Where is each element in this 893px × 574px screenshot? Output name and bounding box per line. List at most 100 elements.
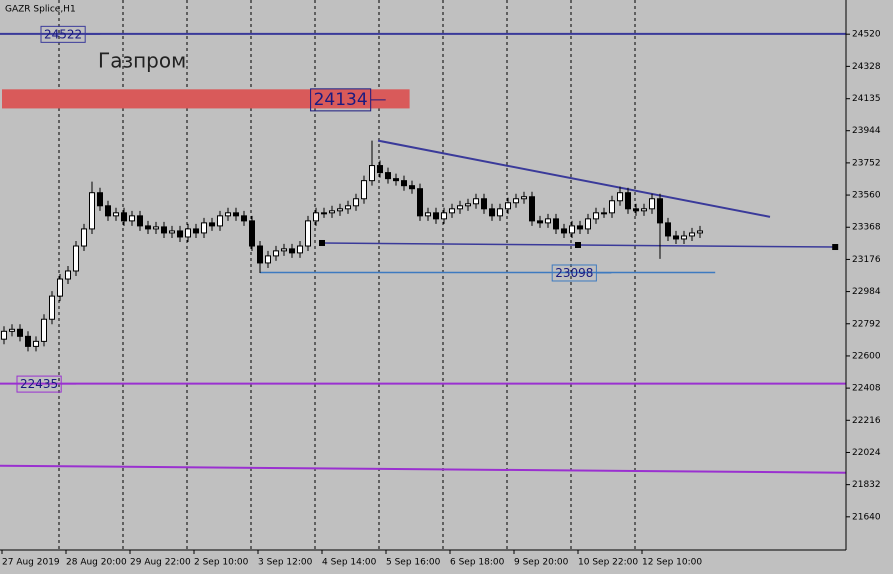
candle-body (257, 245, 263, 264)
candle-body (545, 218, 551, 224)
candle-body (313, 212, 319, 222)
candle-body (385, 172, 391, 180)
level-label: 22435 (20, 377, 58, 391)
candle-body (585, 218, 591, 230)
candle-body (209, 222, 215, 227)
x-tick-label: 10 Sep 22:00 (578, 558, 638, 568)
segment-label: 23098 (555, 266, 593, 280)
candle-body (241, 215, 247, 222)
candle-body (105, 205, 111, 217)
candle-body (65, 270, 71, 280)
candle-body (233, 212, 239, 217)
candle-body (321, 212, 327, 215)
candle-body (177, 230, 183, 238)
support-point (832, 244, 839, 251)
candle-body (369, 165, 375, 182)
candle-body (49, 295, 55, 320)
candle-body (641, 208, 647, 212)
candle-body (89, 192, 95, 230)
candle-body (17, 328, 23, 337)
y-tick-label: 22792 (852, 319, 881, 329)
annotation: Газпром (98, 49, 186, 73)
x-tick-label: 2 Sep 10:00 (194, 558, 249, 568)
x-tick-label: 6 Sep 18:00 (450, 558, 505, 568)
candle-body (697, 230, 703, 234)
candle-body (481, 198, 487, 210)
candle-body (169, 230, 175, 234)
candle-body (505, 202, 511, 210)
candle-body (609, 200, 615, 214)
candle-body (521, 196, 527, 200)
candle-body (553, 218, 559, 230)
candle-body (33, 340, 39, 347)
candle-body (529, 196, 535, 222)
y-tick-label: 21832 (852, 480, 881, 490)
candle-body (625, 192, 631, 210)
y-tick-label: 22024 (852, 448, 881, 458)
candle-body (353, 198, 359, 207)
candle-body (673, 235, 679, 240)
y-tick-label: 24520 (852, 30, 881, 40)
candle-body (561, 228, 567, 234)
candle-body (113, 212, 119, 217)
candle-body (57, 278, 63, 297)
candle-body (129, 215, 135, 222)
y-tick-label: 22216 (852, 416, 881, 426)
candle-body (161, 226, 167, 234)
y-tick-label: 23176 (852, 255, 881, 265)
candle-body (225, 212, 231, 217)
candle-body (81, 228, 87, 247)
candle-body (489, 208, 495, 217)
candle-body (473, 198, 479, 205)
candle-body (185, 228, 191, 238)
candle-body (665, 222, 671, 237)
candle-body (497, 208, 503, 217)
candle-body (1, 330, 7, 340)
candle-body (25, 335, 31, 347)
candle-body (377, 165, 383, 174)
candle-body (649, 198, 655, 210)
candle-body (569, 225, 575, 234)
support-point (319, 239, 325, 246)
candle-body (513, 198, 519, 204)
zone-label: 24134 (314, 90, 368, 110)
y-tick-label: 23752 (852, 158, 881, 168)
y-tick-label: 23368 (852, 223, 881, 233)
candle-body (137, 215, 143, 227)
y-tick-label: 24328 (852, 62, 881, 72)
x-tick-label: 27 Aug 2019 (2, 558, 60, 568)
candle-body (601, 212, 607, 215)
y-tick-label: 22408 (852, 384, 881, 394)
candle-body (361, 180, 367, 200)
candle-body (537, 220, 543, 224)
candle-body (457, 205, 463, 210)
y-tick-label: 23944 (852, 126, 881, 136)
candle-body (305, 220, 311, 247)
candle-body (297, 245, 303, 254)
candle-body (593, 212, 599, 220)
candle-body (689, 232, 695, 237)
x-tick-label: 29 Aug 22:00 (130, 558, 191, 568)
candle-body (145, 225, 151, 230)
x-tick-label: 12 Sep 10:00 (642, 558, 702, 568)
candle-body (441, 212, 447, 220)
candle-body (337, 208, 343, 212)
level-label: 24522 (44, 27, 82, 41)
x-tick-label: 4 Sep 14:00 (322, 558, 377, 568)
x-tick-label: 28 Aug 20:00 (66, 558, 127, 568)
y-tick-label: 24135 (852, 94, 881, 104)
candle-body (249, 220, 255, 247)
candle-body (345, 205, 351, 210)
candle-body (409, 185, 415, 190)
y-tick-label: 21640 (852, 512, 881, 522)
candle-body (281, 248, 287, 252)
zone (2, 89, 410, 109)
candle-body (425, 212, 431, 217)
x-tick-label: 5 Sep 16:00 (386, 558, 441, 568)
candle-body (41, 318, 47, 342)
candle-body (273, 250, 279, 257)
candle-body (449, 208, 455, 214)
candle-body (201, 222, 207, 234)
support-point (575, 242, 581, 249)
